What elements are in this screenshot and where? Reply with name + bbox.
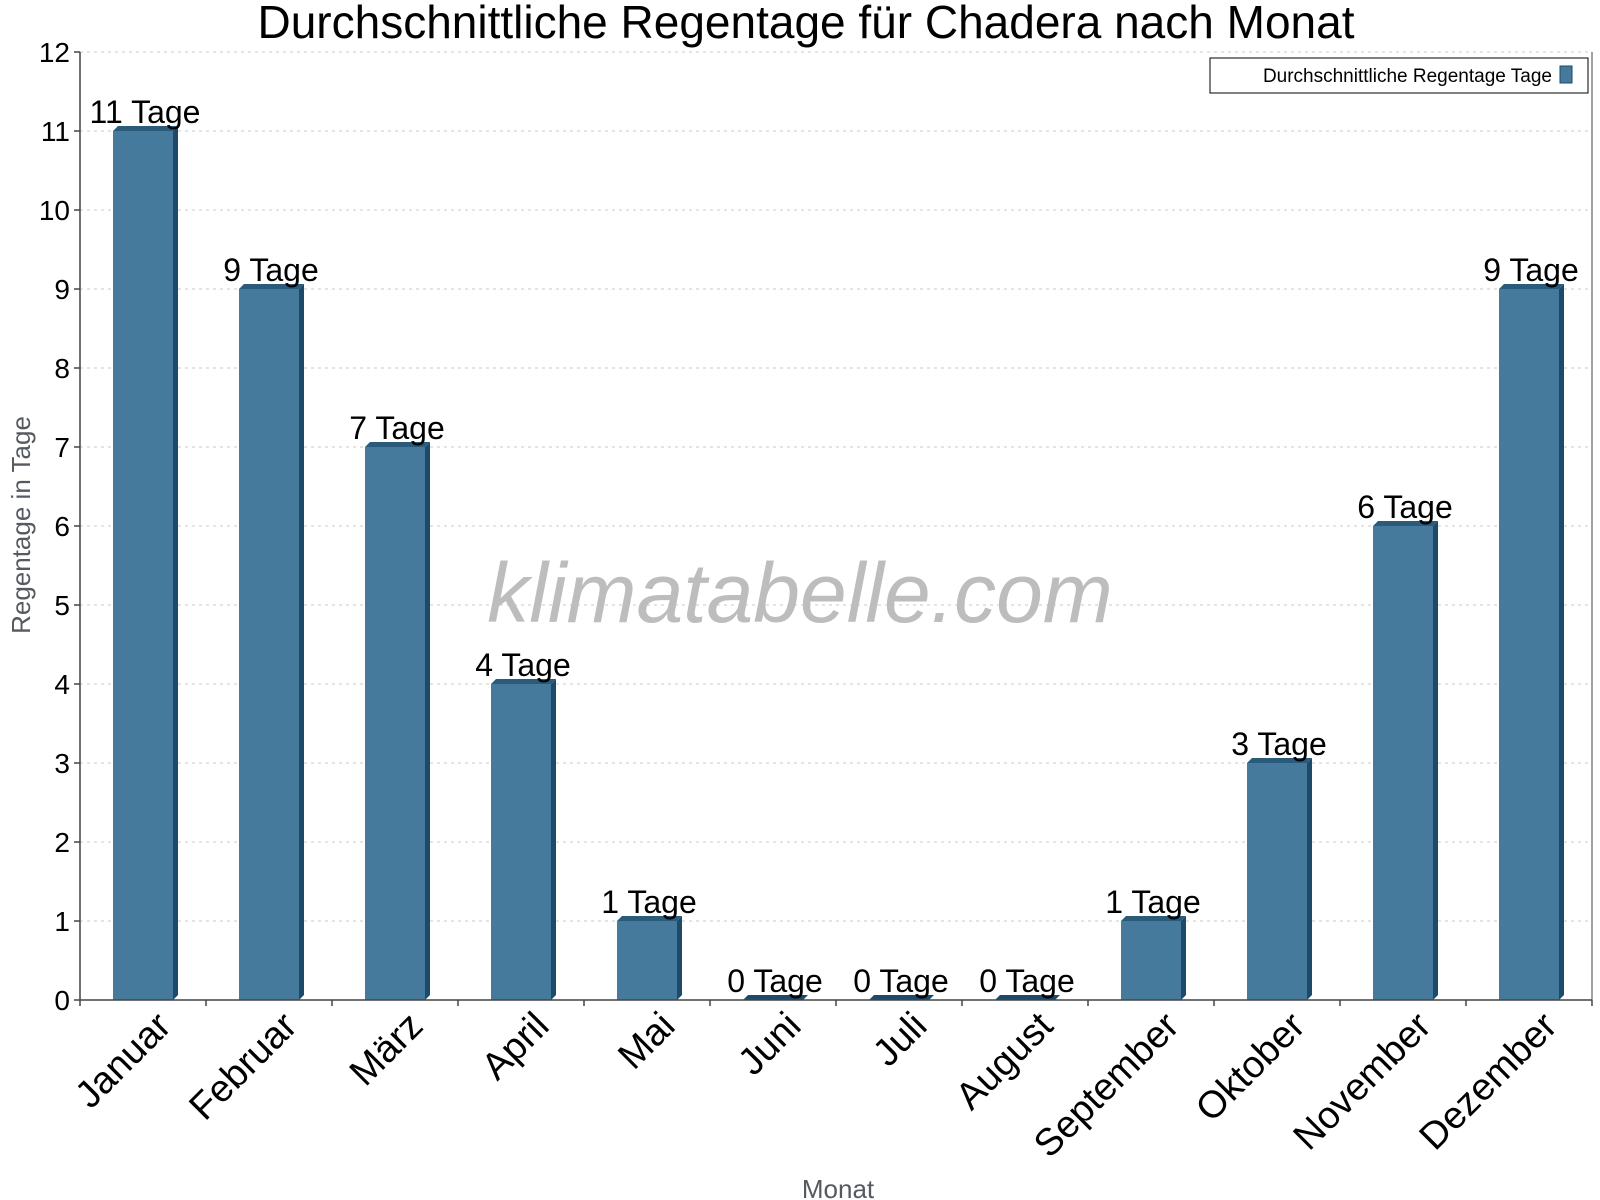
bar (239, 289, 299, 1000)
bar-dezember (1499, 284, 1564, 1000)
bar-zero (869, 995, 934, 1000)
bar-zero (743, 995, 808, 1000)
data-label: 1 Tage (601, 884, 697, 920)
y-tick-label: 0 (54, 985, 70, 1016)
data-label: 0 Tage (979, 963, 1075, 999)
bar-februar (239, 284, 304, 1000)
legend-color-swatch (1559, 65, 1573, 84)
y-tick-label: 7 (54, 432, 70, 463)
x-tick-label: April (474, 1005, 557, 1088)
y-tick-label: 3 (54, 748, 70, 779)
y-axis-title: Regentage in Tage (6, 416, 36, 634)
legend-series-label: Durchschnittliche Regentage Tage (1263, 66, 1552, 87)
bar-märz (365, 442, 430, 1000)
x-tick-label: Oktober (1188, 1004, 1314, 1130)
x-tick-label: Juni (730, 1005, 809, 1084)
y-tick-label: 10 (39, 195, 70, 226)
data-label: 4 Tage (475, 647, 571, 683)
data-labels: 11 Tage 9 Tage 7 Tage 4 Tage 1 Tage 0 Tage 0 T… (90, 94, 1579, 999)
y-tick-label: 12 (39, 37, 70, 68)
y-tick-label: 5 (54, 590, 70, 621)
x-tick-label: Juli (865, 1005, 935, 1075)
bar-side (1307, 758, 1312, 1000)
bar-side (173, 126, 178, 1000)
x-axis-ticks: Januar Februar März April Mai Juni Juli AugustS… (67, 1000, 1593, 1166)
x-tick-label: Februar (182, 1004, 306, 1128)
x-tick-label: Januar (67, 1004, 179, 1116)
bar-top (239, 284, 304, 289)
bar-side (677, 916, 682, 1000)
bar-side (551, 679, 556, 1000)
y-tick-label: 11 (41, 116, 70, 147)
bar-top (491, 679, 556, 684)
legend-box (1209, 57, 1589, 94)
data-label: 9 Tage (223, 252, 319, 288)
data-label: 3 Tage (1231, 726, 1327, 762)
bar-side (425, 442, 430, 1000)
bar-mai (617, 916, 682, 1000)
bar (617, 921, 677, 1000)
bar-zero (995, 995, 1060, 1000)
chart-title: Durchschnittliche Regentage für Chadera … (258, 0, 1355, 48)
bar-november (1373, 521, 1438, 1000)
y-tick-label: 2 (54, 827, 70, 858)
bar-top (365, 442, 430, 447)
bar-top (617, 916, 682, 921)
y-tick-label: 1 (54, 906, 70, 937)
bar (1373, 526, 1433, 1000)
x-tick-label: Mai (610, 1005, 683, 1078)
data-label: 1 Tage (1105, 884, 1201, 920)
data-label: 7 Tage (349, 410, 445, 446)
y-tick-label: 6 (54, 511, 70, 542)
bar (1499, 289, 1559, 1000)
data-label: 9 Tage (1483, 252, 1579, 288)
bar (113, 131, 173, 1000)
data-label: 6 Tage (1357, 489, 1453, 525)
y-tick-label: 8 (54, 353, 70, 384)
y-tick-label: 9 (54, 274, 70, 305)
x-tick-label: August (948, 1004, 1062, 1118)
bar-juni (743, 995, 808, 1000)
bar-januar (113, 126, 178, 1000)
grid-lines (80, 51, 1592, 922)
bar-side (1559, 284, 1564, 1000)
bar-side (1433, 521, 1438, 1000)
bar-september (1121, 916, 1186, 1000)
bar-side (299, 284, 304, 1000)
x-tick-label: Dezember (1412, 1004, 1566, 1158)
bar-august (995, 995, 1060, 1000)
data-label: 0 Tage (853, 963, 949, 999)
bar-top (113, 126, 178, 131)
bar (365, 447, 425, 1000)
x-axis-title: Monat (802, 1174, 875, 1200)
bar (1121, 921, 1181, 1000)
bar-top (1247, 758, 1312, 763)
data-label: 11 Tage (90, 94, 201, 130)
bar-top (1121, 916, 1186, 921)
bar-side (1181, 916, 1186, 1000)
x-tick-label: November (1286, 1004, 1440, 1158)
bar (1247, 763, 1307, 1000)
watermark-text: klimatabelle.com (487, 546, 1113, 640)
bar-juli (869, 995, 934, 1000)
bar (491, 684, 551, 1000)
x-tick-label: März (342, 1005, 431, 1094)
bar-top (1499, 284, 1564, 289)
legend: Durchschnittliche Regentage Tage (1209, 57, 1589, 94)
bar-series (113, 126, 1564, 1000)
bar-top (1373, 521, 1438, 526)
y-tick-label: 4 (54, 669, 70, 700)
bar-april (491, 679, 556, 1000)
bar-oktober (1247, 758, 1312, 1000)
data-label: 0 Tage (727, 963, 823, 999)
